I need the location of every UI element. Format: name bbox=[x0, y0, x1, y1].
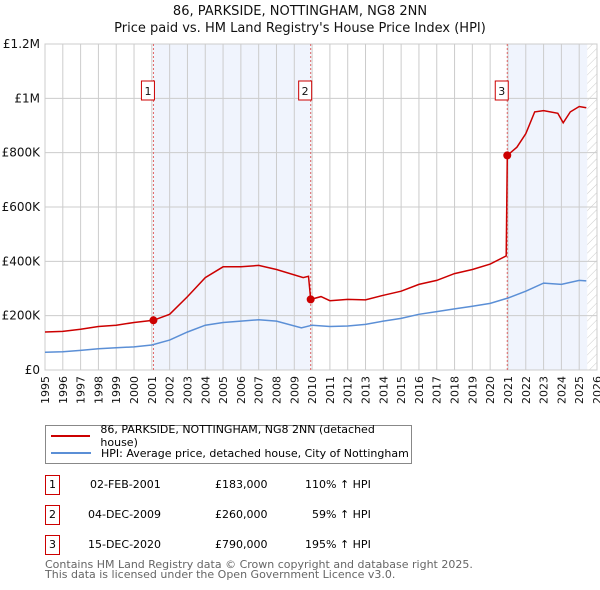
y-tick-label: £1M bbox=[14, 91, 40, 105]
x-tick-label: 2009 bbox=[288, 376, 301, 404]
sale-hpi: 110% ↑ HPI bbox=[305, 478, 371, 491]
sale-date: 04-DEC-2009 bbox=[88, 508, 162, 521]
x-tick-label: 2008 bbox=[270, 376, 283, 404]
x-tick-label: 2016 bbox=[413, 376, 426, 404]
x-tick-label: 2021 bbox=[502, 376, 515, 404]
x-tick-label: 2007 bbox=[253, 376, 266, 404]
sale-marker-box bbox=[298, 80, 313, 101]
x-tick-label: 1999 bbox=[110, 376, 123, 404]
y-tick-label: £600K bbox=[2, 200, 42, 214]
chart-subtitle: Price paid vs. HM Land Registry's House … bbox=[114, 21, 486, 36]
x-tick-label: 1998 bbox=[92, 376, 105, 404]
x-tick-label: 2022 bbox=[520, 376, 533, 404]
legend-item-property: 86, PARKSIDE, NOTTINGHAM, NG8 2NN (detac… bbox=[46, 423, 411, 449]
sale-row: 1 02-FEB-2001 £183,000 110% ↑ HPI bbox=[45, 475, 445, 495]
x-tick-label: 2020 bbox=[484, 376, 497, 404]
sale-marker-label: 3 bbox=[498, 85, 505, 98]
sale-row: 3 15-DEC-2020 £790,000 195% ↑ HPI bbox=[45, 535, 445, 555]
x-tick-label: 2025 bbox=[573, 376, 586, 404]
x-tick-label: 2018 bbox=[449, 376, 462, 404]
x-tick-label: 1995 bbox=[39, 376, 52, 404]
plot-area: 1995 1996 1997 1998 1999 2000 2001 2002 2003 2004… bbox=[2, 37, 600, 404]
sale-point bbox=[306, 295, 315, 304]
x-tick-label: 2006 bbox=[235, 376, 248, 404]
chart-title: 86, PARKSIDE, NOTTINGHAM, NG8 2NN bbox=[172, 4, 428, 19]
footer: Contains HM Land Registry data © Crown c… bbox=[45, 558, 473, 581]
x-tick-label: 1997 bbox=[75, 376, 88, 404]
x-tick-label: 2010 bbox=[306, 376, 319, 404]
y-tick-label: £200K bbox=[2, 309, 42, 323]
x-tick-label: 2011 bbox=[324, 376, 337, 404]
sale-price: £260,000 bbox=[215, 508, 268, 521]
y-tick-label: £1.2M bbox=[3, 37, 40, 51]
sale-hpi: 59% ↑ HPI bbox=[312, 508, 371, 521]
footer-line: Contains HM Land Registry data © Crown c… bbox=[45, 558, 473, 571]
price-paid-line bbox=[44, 105, 587, 333]
x-tick-label: 2014 bbox=[377, 376, 390, 404]
x-tick-label: 2004 bbox=[199, 376, 212, 404]
x-tick-label: 2023 bbox=[538, 376, 551, 404]
sale-marker-label: 1 bbox=[144, 85, 151, 98]
x-tick-label: 1996 bbox=[57, 376, 70, 404]
x-tick-label: 2019 bbox=[466, 376, 479, 404]
sale-marker-label: 2 bbox=[302, 85, 309, 98]
x-tick-label: 2013 bbox=[360, 376, 373, 404]
hpi-line bbox=[44, 279, 587, 354]
y-tick-label: £400K bbox=[2, 254, 42, 268]
sale-point bbox=[503, 151, 512, 160]
sale-marker-box bbox=[494, 80, 509, 101]
sale-date: 02-FEB-2001 bbox=[90, 478, 161, 491]
x-tick-label: 2000 bbox=[128, 376, 141, 404]
sale-marker-box bbox=[140, 80, 155, 101]
y-tick-label: £0 bbox=[25, 363, 40, 377]
legend-label: 86, PARKSIDE, NOTTINGHAM, NG8 2NN (detac… bbox=[100, 423, 375, 449]
x-tick-label: 2003 bbox=[181, 376, 194, 404]
sale-price: £183,000 bbox=[215, 478, 268, 491]
legend-swatch bbox=[51, 435, 91, 437]
sale-marker-label: 2 bbox=[45, 505, 60, 525]
sale-price: £790,000 bbox=[215, 538, 268, 551]
legend-item-hpi: HPI: Average price, detached house, City… bbox=[46, 445, 409, 461]
sale-point bbox=[149, 316, 158, 325]
legend-label: HPI: Average price, detached house, City… bbox=[101, 446, 409, 460]
y-tick-label: £800K bbox=[2, 146, 42, 160]
sale-hpi: 195% ↑ HPI bbox=[305, 538, 371, 551]
plot-border bbox=[44, 43, 598, 371]
sale-date: 15-DEC-2020 bbox=[88, 538, 162, 551]
x-tick-label: 2001 bbox=[146, 376, 159, 404]
footer-line: This data is licensed under the Open Gov… bbox=[45, 568, 396, 581]
x-tick-label: 2024 bbox=[555, 376, 568, 404]
x-tick-label: 2017 bbox=[431, 376, 444, 404]
legend-swatch bbox=[51, 452, 91, 454]
sale-marker-label: 1 bbox=[45, 475, 60, 495]
x-tick-label: 2012 bbox=[342, 376, 355, 404]
x-tick-label: 2015 bbox=[395, 376, 408, 404]
x-tick-label: 2005 bbox=[217, 376, 230, 404]
x-tick-label: 2026 bbox=[591, 376, 600, 404]
legend: 86, PARKSIDE, NOTTINGHAM, NG8 2NN (detac… bbox=[45, 423, 412, 464]
sale-row: 2 04-DEC-2009 £260,000 59% ↑ HPI bbox=[45, 505, 445, 525]
sale-marker-label: 3 bbox=[45, 535, 60, 555]
x-tick-label: 2002 bbox=[164, 376, 177, 404]
